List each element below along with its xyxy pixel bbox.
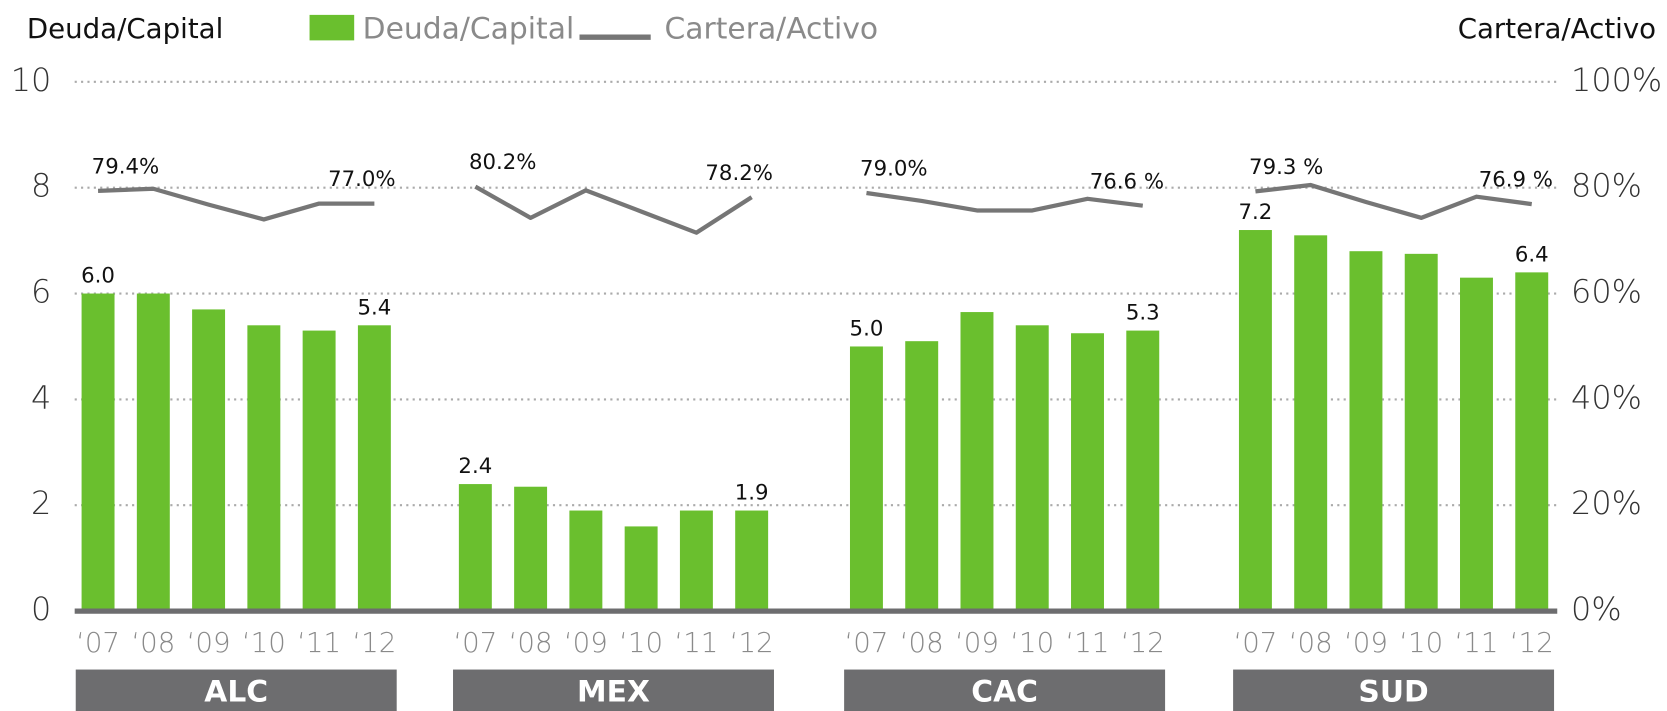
line-value-label: 79.4% xyxy=(92,154,160,179)
x-tick-label: ‘08 xyxy=(131,626,175,659)
x-tick-label: ‘07 xyxy=(1233,626,1277,659)
y2-tick-label: 60% xyxy=(1571,273,1642,311)
x-tick-label: ‘11 xyxy=(674,626,718,659)
bar xyxy=(1015,325,1049,612)
x-tick-label: ‘08 xyxy=(1289,626,1333,659)
group-label: MEX xyxy=(577,674,650,709)
x-tick-label: ‘12 xyxy=(1121,626,1165,659)
x-tick-label: ‘11 xyxy=(297,626,341,659)
x-tick-label: ‘10 xyxy=(1399,626,1443,659)
bar xyxy=(960,312,994,612)
line-value-label: 77.0% xyxy=(328,167,396,192)
x-tick-label: ‘10 xyxy=(1010,626,1054,659)
y2-tick-label: 100% xyxy=(1571,61,1662,99)
bar-value-label: 6.4 xyxy=(1515,242,1549,267)
x-tick-label: ‘12 xyxy=(352,626,396,659)
y-tick-label: 0 xyxy=(31,590,51,628)
bar xyxy=(192,309,226,612)
x-tick-label: ‘08 xyxy=(900,626,944,659)
y-tick-label: 8 xyxy=(31,167,51,205)
line xyxy=(97,186,375,222)
bar xyxy=(458,484,492,612)
x-tick-label: ‘09 xyxy=(187,626,231,659)
legend-label: Cartera/Activo xyxy=(665,11,879,46)
line xyxy=(866,190,1144,213)
bar-value-label: 7.2 xyxy=(1239,200,1273,225)
x-tick-label: ‘12 xyxy=(1510,626,1554,659)
group-box xyxy=(1233,669,1555,711)
group-box xyxy=(453,669,774,711)
bar xyxy=(849,346,883,612)
x-tick-label: ‘11 xyxy=(1066,626,1110,659)
line-value-label: 76.9 % xyxy=(1479,168,1553,193)
line xyxy=(474,184,753,235)
bar xyxy=(624,526,658,612)
x-tick-label: ‘10 xyxy=(242,626,286,659)
bar xyxy=(136,293,170,612)
y2-tick-label: 20% xyxy=(1571,484,1642,522)
legend-swatch xyxy=(309,14,355,41)
y2-tick-label: 0% xyxy=(1571,590,1622,628)
bar xyxy=(1349,251,1383,612)
bar xyxy=(247,325,281,612)
bar-value-label: 5.0 xyxy=(850,316,884,341)
y-axis-title: Deuda/Capital xyxy=(27,12,223,45)
bar-value-label: 1.9 xyxy=(735,481,769,506)
group-box xyxy=(844,669,1166,711)
bar xyxy=(1294,235,1328,612)
group-label: ALC xyxy=(204,674,268,709)
bar xyxy=(1460,277,1493,612)
x-tick-label: ‘07 xyxy=(844,626,888,659)
line xyxy=(1255,182,1533,220)
bar xyxy=(1515,272,1549,612)
x-tick-label: ‘09 xyxy=(955,626,999,659)
line-value-label: 80.2% xyxy=(469,150,537,175)
bar xyxy=(514,486,548,612)
x-tick-label: ‘10 xyxy=(619,626,663,659)
y2-axis-title: Cartera/Activo xyxy=(1458,12,1656,45)
line-value-label: 78.2% xyxy=(705,161,773,186)
legend-label: Deuda/Capital xyxy=(363,11,575,46)
y-tick-label: 6 xyxy=(31,273,51,311)
group-label: CAC xyxy=(971,674,1038,709)
y-tick-label: 10 xyxy=(11,61,52,99)
bar xyxy=(905,341,939,612)
x-tick-label: ‘07 xyxy=(453,626,497,659)
x-tick-label: ‘12 xyxy=(730,626,774,659)
bar-value-label: 5.3 xyxy=(1126,301,1160,326)
line-value-label: 79.0% xyxy=(860,157,928,182)
x-tick-label: ‘09 xyxy=(564,626,608,659)
x-tick-label: ‘11 xyxy=(1455,626,1499,659)
line-value-label: 79.3 % xyxy=(1249,155,1323,180)
group-label: SUD xyxy=(1358,674,1428,709)
bar xyxy=(1238,230,1272,612)
y2-tick-label: 40% xyxy=(1571,378,1642,416)
y2-tick-label: 80% xyxy=(1571,167,1642,205)
y-tick-label: 2 xyxy=(31,484,51,522)
x-tick-label: ‘08 xyxy=(509,626,553,659)
bar xyxy=(735,510,769,612)
bar-value-label: 2.4 xyxy=(458,454,492,479)
bar-value-label: 5.4 xyxy=(357,295,391,320)
bar xyxy=(302,330,336,612)
y-tick-label: 4 xyxy=(31,378,51,416)
bar xyxy=(679,510,713,612)
bar xyxy=(569,510,603,612)
x-tick-label: ‘09 xyxy=(1344,626,1388,659)
bar xyxy=(1071,333,1104,612)
bar xyxy=(1404,253,1438,612)
line-value-label: 76.6 % xyxy=(1090,169,1164,194)
bar xyxy=(357,325,391,612)
group-box xyxy=(75,669,397,711)
x-tick-label: ‘07 xyxy=(76,626,120,659)
bar xyxy=(1126,330,1160,612)
bar xyxy=(81,293,115,612)
bar-value-label: 6.0 xyxy=(81,264,115,289)
